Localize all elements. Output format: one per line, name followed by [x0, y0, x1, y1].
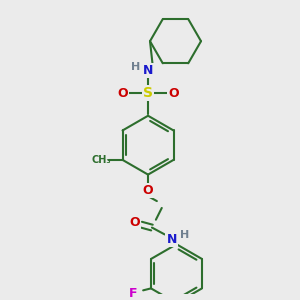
- Text: N: N: [143, 64, 153, 77]
- Text: H: H: [131, 62, 140, 72]
- Text: O: O: [168, 87, 179, 100]
- Text: N: N: [167, 233, 177, 246]
- Text: O: O: [129, 216, 140, 229]
- Text: F: F: [129, 287, 138, 300]
- Text: O: O: [143, 184, 153, 197]
- Text: CH₃: CH₃: [91, 155, 111, 165]
- Text: O: O: [117, 87, 128, 100]
- Text: H: H: [180, 230, 189, 240]
- Text: S: S: [143, 86, 153, 100]
